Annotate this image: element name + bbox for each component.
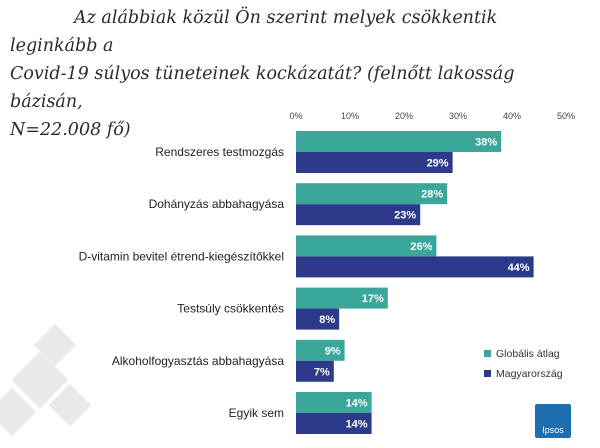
category-label: D-vitamin bevitel étrend-kiegészítőkkel — [79, 249, 284, 263]
legend: Globális átlag Magyarország — [484, 348, 563, 380]
bars: 38% 29% 28% 23% 26% 44% 17% 8% 9% 7% 14% 14% — [296, 131, 534, 434]
bar — [296, 204, 421, 226]
bar — [296, 392, 372, 413]
bar — [296, 413, 372, 434]
legend-swatch — [484, 350, 491, 357]
category-label: Alkoholfogyasztás abbahagyása — [112, 354, 284, 368]
x-tick-label: 0% — [289, 111, 302, 121]
bar — [296, 287, 388, 309]
title-line-3: N=22.008 fő) — [10, 120, 131, 140]
bar-value-label: 9% — [325, 345, 341, 357]
category-label: Dohányzás abbahagyása — [149, 197, 285, 211]
legend-swatch — [484, 370, 491, 377]
legend-label: Magyarország — [496, 368, 563, 380]
bar-value-label: 17% — [362, 293, 384, 305]
x-tick-label: 20% — [395, 111, 413, 121]
bar — [296, 308, 340, 330]
bar-value-label: 7% — [314, 366, 330, 378]
category-labels: Rendszeres testmozgás Dohányzás abbahagyá… — [79, 145, 285, 420]
watermark-logo — [0, 323, 92, 437]
chart-title: Az alábbiak közül Ön szerint melyek csök… — [10, 4, 590, 144]
bar-value-label: 8% — [319, 314, 335, 326]
bar — [296, 183, 448, 205]
bar-value-label: 26% — [410, 241, 432, 253]
x-tick-label: 30% — [449, 111, 467, 121]
bar — [296, 360, 334, 382]
bar-value-label: 44% — [508, 262, 530, 274]
bar-value-label: 38% — [475, 137, 497, 149]
title-line-2: Covid-19 súlyos tüneteinek kockázatát? (… — [10, 64, 515, 112]
x-tick-label: 50% — [557, 111, 575, 121]
x-tick-label: 40% — [503, 111, 521, 121]
title-line-1: Az alábbiak közül Ön szerint melyek csök… — [10, 8, 498, 56]
ipsos-logo: Ipsos — [535, 404, 571, 438]
ipsos-logo-text: Ipsos — [542, 425, 564, 435]
bar — [296, 256, 534, 278]
bar-value-label: 28% — [421, 189, 443, 201]
bar — [296, 235, 437, 257]
bar — [296, 152, 453, 173]
legend-label: Globális átlag — [496, 348, 560, 360]
x-tick-label: 10% — [341, 111, 359, 121]
category-label: Egyik sem — [229, 406, 284, 420]
category-label: Testsúly csökkentés — [177, 302, 284, 316]
bar-value-label: 14% — [346, 398, 368, 410]
x-axis-ticks: 0% 10% 20% 30% 40% 50% — [289, 111, 575, 121]
category-label: Rendszeres testmozgás — [155, 145, 284, 159]
bar-value-label: 29% — [427, 158, 449, 170]
bar — [296, 339, 345, 361]
bar-value-label: 23% — [394, 210, 416, 222]
bar-value-label: 14% — [346, 419, 368, 431]
bar — [296, 131, 502, 152]
